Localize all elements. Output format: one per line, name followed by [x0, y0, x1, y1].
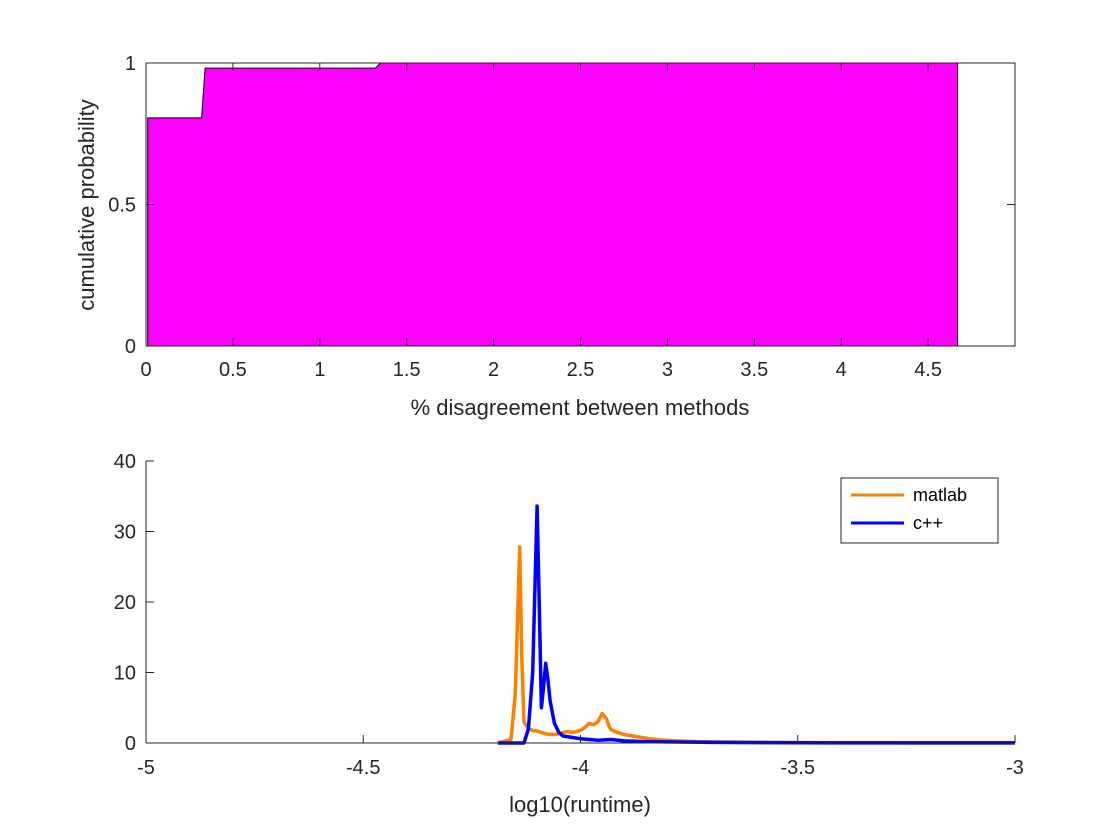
cdf-area — [147, 62, 959, 347]
runtime-y-tick-label: 30 — [114, 522, 136, 544]
cdf-x-tick-label: 1.5 — [393, 359, 421, 381]
legend-label-matlab: matlab — [913, 485, 967, 505]
runtime-axes: -5 -4.5 -4 -3.5 -3 0 10 20 30 40 log10(runtime) m… — [114, 451, 1024, 817]
legend-box — [840, 477, 999, 544]
runtime-x-tick-label: -4 — [572, 757, 590, 779]
cdf-y-axis-label: cumulative probability — [74, 99, 99, 311]
runtime-x-axis-label: log10(runtime) — [509, 792, 651, 817]
cdf-x-tick-label: 3 — [662, 359, 673, 381]
runtime-x-tick-label: -5 — [137, 757, 155, 779]
legend-label-cpp: c++ — [913, 513, 943, 533]
cdf-x-tick-label: 2.5 — [567, 359, 595, 381]
cdf-x-tick-label: 2 — [488, 359, 499, 381]
runtime-x-tick-label: -4.5 — [346, 757, 380, 779]
cdf-x-axis-label: % disagreement between methods — [411, 395, 750, 420]
runtime-y-tick-label: 0 — [125, 733, 136, 755]
cdf-x-tick-label: 4.5 — [914, 359, 942, 381]
runtime-y-tick-label: 40 — [114, 451, 136, 473]
cdf-axes: 0 0.5 1 1.5 2 2.5 3 3.5 4 4.5 0 0.5 1 % disagreement… — [74, 53, 1016, 420]
cdf-x-tick-label: 4 — [836, 359, 847, 381]
runtime-y-tick-label: 10 — [114, 663, 136, 685]
cdf-y-tick-label: 0 — [125, 336, 136, 358]
runtime-x-tick-label: -3.5 — [781, 757, 815, 779]
runtime-ticks: -5 -4.5 -4 -3.5 -3 0 10 20 30 40 — [114, 451, 1024, 779]
runtime-x-tick-label: -3 — [1006, 757, 1024, 779]
legend: matlab c++ — [840, 477, 999, 544]
cdf-y-tick-label: 0.5 — [108, 195, 136, 217]
cdf-y-tick-label: 1 — [125, 53, 136, 75]
cdf-x-tick-label: 1 — [314, 359, 325, 381]
cdf-x-tick-label: 3.5 — [740, 359, 768, 381]
runtime-y-tick-label: 20 — [114, 592, 136, 614]
cdf-x-tick-label: 0.5 — [219, 359, 247, 381]
cdf-x-tick-label: 0 — [140, 359, 151, 381]
cdf-plot-area — [147, 62, 959, 347]
cdf-ticks: 0 0.5 1 1.5 2 2.5 3 3.5 4 4.5 0 0.5 1 — [108, 53, 1015, 381]
